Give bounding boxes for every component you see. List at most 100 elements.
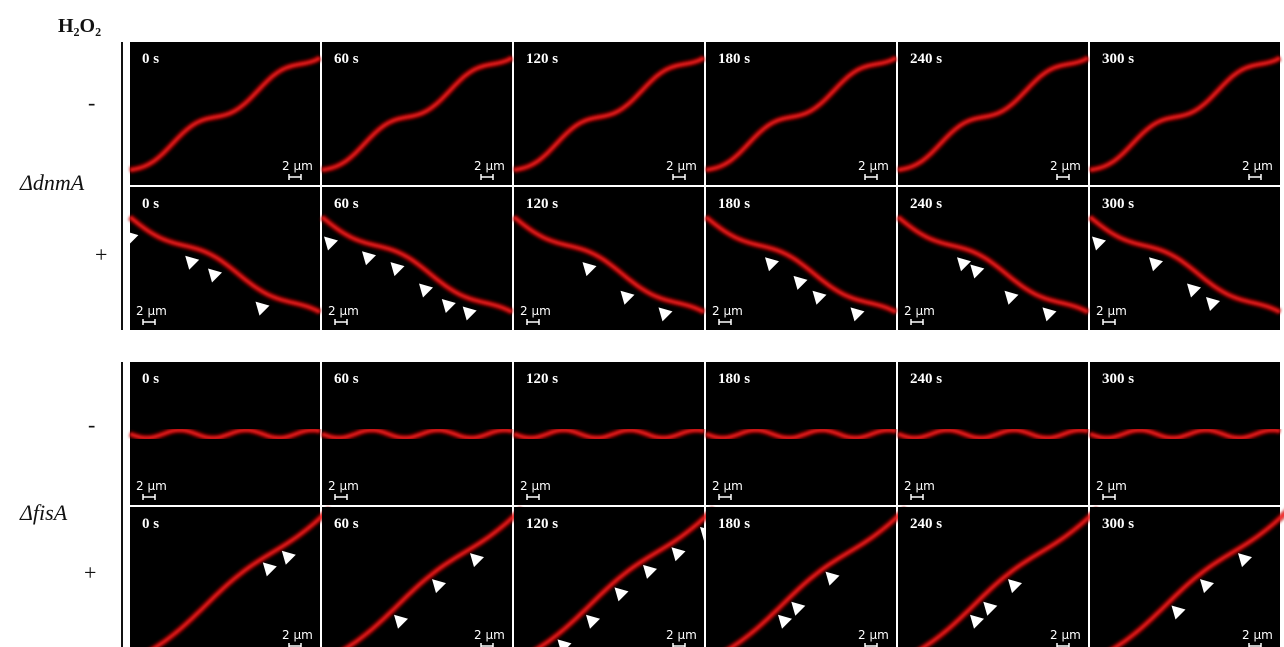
micrograph-panel: 180 s 2 µm [704, 362, 897, 505]
arrowhead [419, 283, 433, 298]
arrowhead [614, 587, 629, 602]
scale-bar [1248, 174, 1262, 180]
arrowhead [970, 614, 984, 629]
micrograph-panel: 0 s 2 µm [130, 506, 333, 647]
filament [537, 507, 715, 647]
filament [705, 216, 897, 314]
time-label: 0 s [142, 371, 159, 387]
micrograph-panel: 120 s 2 µm [514, 506, 717, 647]
scale-bar [480, 174, 494, 180]
arrowhead [671, 547, 686, 562]
arrowhead [1238, 553, 1252, 568]
arrowhead [643, 564, 657, 579]
scale-bar [1056, 643, 1070, 647]
treatment-label: + [95, 242, 107, 267]
treatment-header: H₂O₂ [58, 15, 101, 37]
scale-label: 2 µm [328, 304, 359, 318]
arrowhead [1206, 296, 1220, 311]
scale-label: 2 µm [136, 304, 167, 318]
scale-label: 2 µm [1242, 628, 1273, 642]
filament [1089, 56, 1281, 172]
time-label: 120 s [526, 371, 558, 387]
micrograph-panel: 60 s 2 µm [322, 506, 525, 647]
micrograph-panel: 180 s 2 µm [705, 42, 898, 185]
arrowhead [470, 553, 484, 568]
micrograph-panel: 240 s 2 µm [898, 506, 1101, 647]
panel-background [1090, 507, 1280, 647]
scale-bar [526, 319, 540, 325]
arrowhead [765, 257, 779, 272]
time-label: 300 s [1102, 371, 1134, 387]
time-label: 120 s [526, 516, 558, 532]
arrowhead [658, 307, 673, 322]
filament [513, 56, 705, 172]
filament [1089, 216, 1281, 314]
time-label: 60 s [334, 51, 359, 67]
filament [897, 428, 1089, 440]
time-label: 60 s [334, 516, 359, 532]
arrowhead [620, 290, 635, 305]
micrograph-panel: 120 s 2 µm [511, 187, 706, 330]
filament [1089, 428, 1281, 440]
filament [921, 507, 1099, 647]
scale-bar [1102, 494, 1116, 500]
arrowhead [281, 550, 296, 565]
arrowhead [791, 601, 806, 616]
micrograph-panel: 180 s 2 µm [703, 187, 898, 330]
scale-label: 2 µm [136, 479, 167, 493]
time-label: 120 s [526, 51, 558, 67]
time-label: 120 s [526, 196, 558, 212]
time-label: 300 s [1102, 51, 1134, 67]
scale-label: 2 µm [1096, 479, 1127, 493]
scale-bar [288, 174, 302, 180]
filament [153, 507, 331, 647]
arrowhead [1187, 283, 1201, 298]
filament [705, 428, 897, 440]
micrograph-panel: 240 s 2 µm [895, 187, 1090, 330]
arrowhead [362, 251, 376, 266]
filament [513, 216, 705, 314]
arrowhead [970, 264, 985, 279]
micrograph-panel: 120 s 2 µm [512, 362, 705, 505]
scale-label: 2 µm [712, 479, 743, 493]
micrograph-panel: 120 s 2 µm [513, 42, 706, 185]
filament [321, 56, 513, 172]
scale-bar [910, 494, 924, 500]
micrograph-panel: 240 s 2 µm [896, 362, 1089, 505]
filament [729, 507, 907, 647]
time-label: 60 s [334, 371, 359, 387]
arrowhead [1042, 307, 1057, 322]
treatment-label: - [88, 412, 95, 437]
filament [129, 428, 321, 440]
panel-background [706, 507, 896, 647]
arrowhead [812, 290, 827, 305]
arrowhead [1008, 579, 1022, 594]
arrowhead [778, 614, 792, 629]
micrograph-panel: 0 s 2 µm [124, 187, 322, 330]
scale-label: 2 µm [666, 628, 697, 642]
scale-bar [1248, 643, 1262, 647]
scale-label: 2 µm [858, 159, 889, 173]
micrograph-panel: 180 s 2 µm [706, 506, 909, 647]
scale-label: 2 µm [520, 304, 551, 318]
scale-label: 2 µm [712, 304, 743, 318]
arrowhead [1200, 579, 1214, 594]
arrowhead [957, 257, 971, 272]
scale-bar [142, 494, 156, 500]
filament [513, 428, 705, 440]
scale-label: 2 µm [520, 479, 551, 493]
micrograph-panel: 60 s 2 µm [319, 187, 514, 330]
panel-background [514, 507, 704, 647]
panel-background [898, 187, 1088, 330]
scale-bar [480, 643, 494, 647]
time-label: 60 s [334, 196, 359, 212]
time-label: 300 s [1102, 516, 1134, 532]
scale-bar [526, 494, 540, 500]
scale-bar [142, 319, 156, 325]
panel-background [322, 507, 512, 647]
micrograph-panel: 0 s 2 µm [128, 362, 321, 505]
filament [1113, 512, 1284, 647]
panel-background [706, 187, 896, 330]
scale-label: 2 µm [1050, 628, 1081, 642]
